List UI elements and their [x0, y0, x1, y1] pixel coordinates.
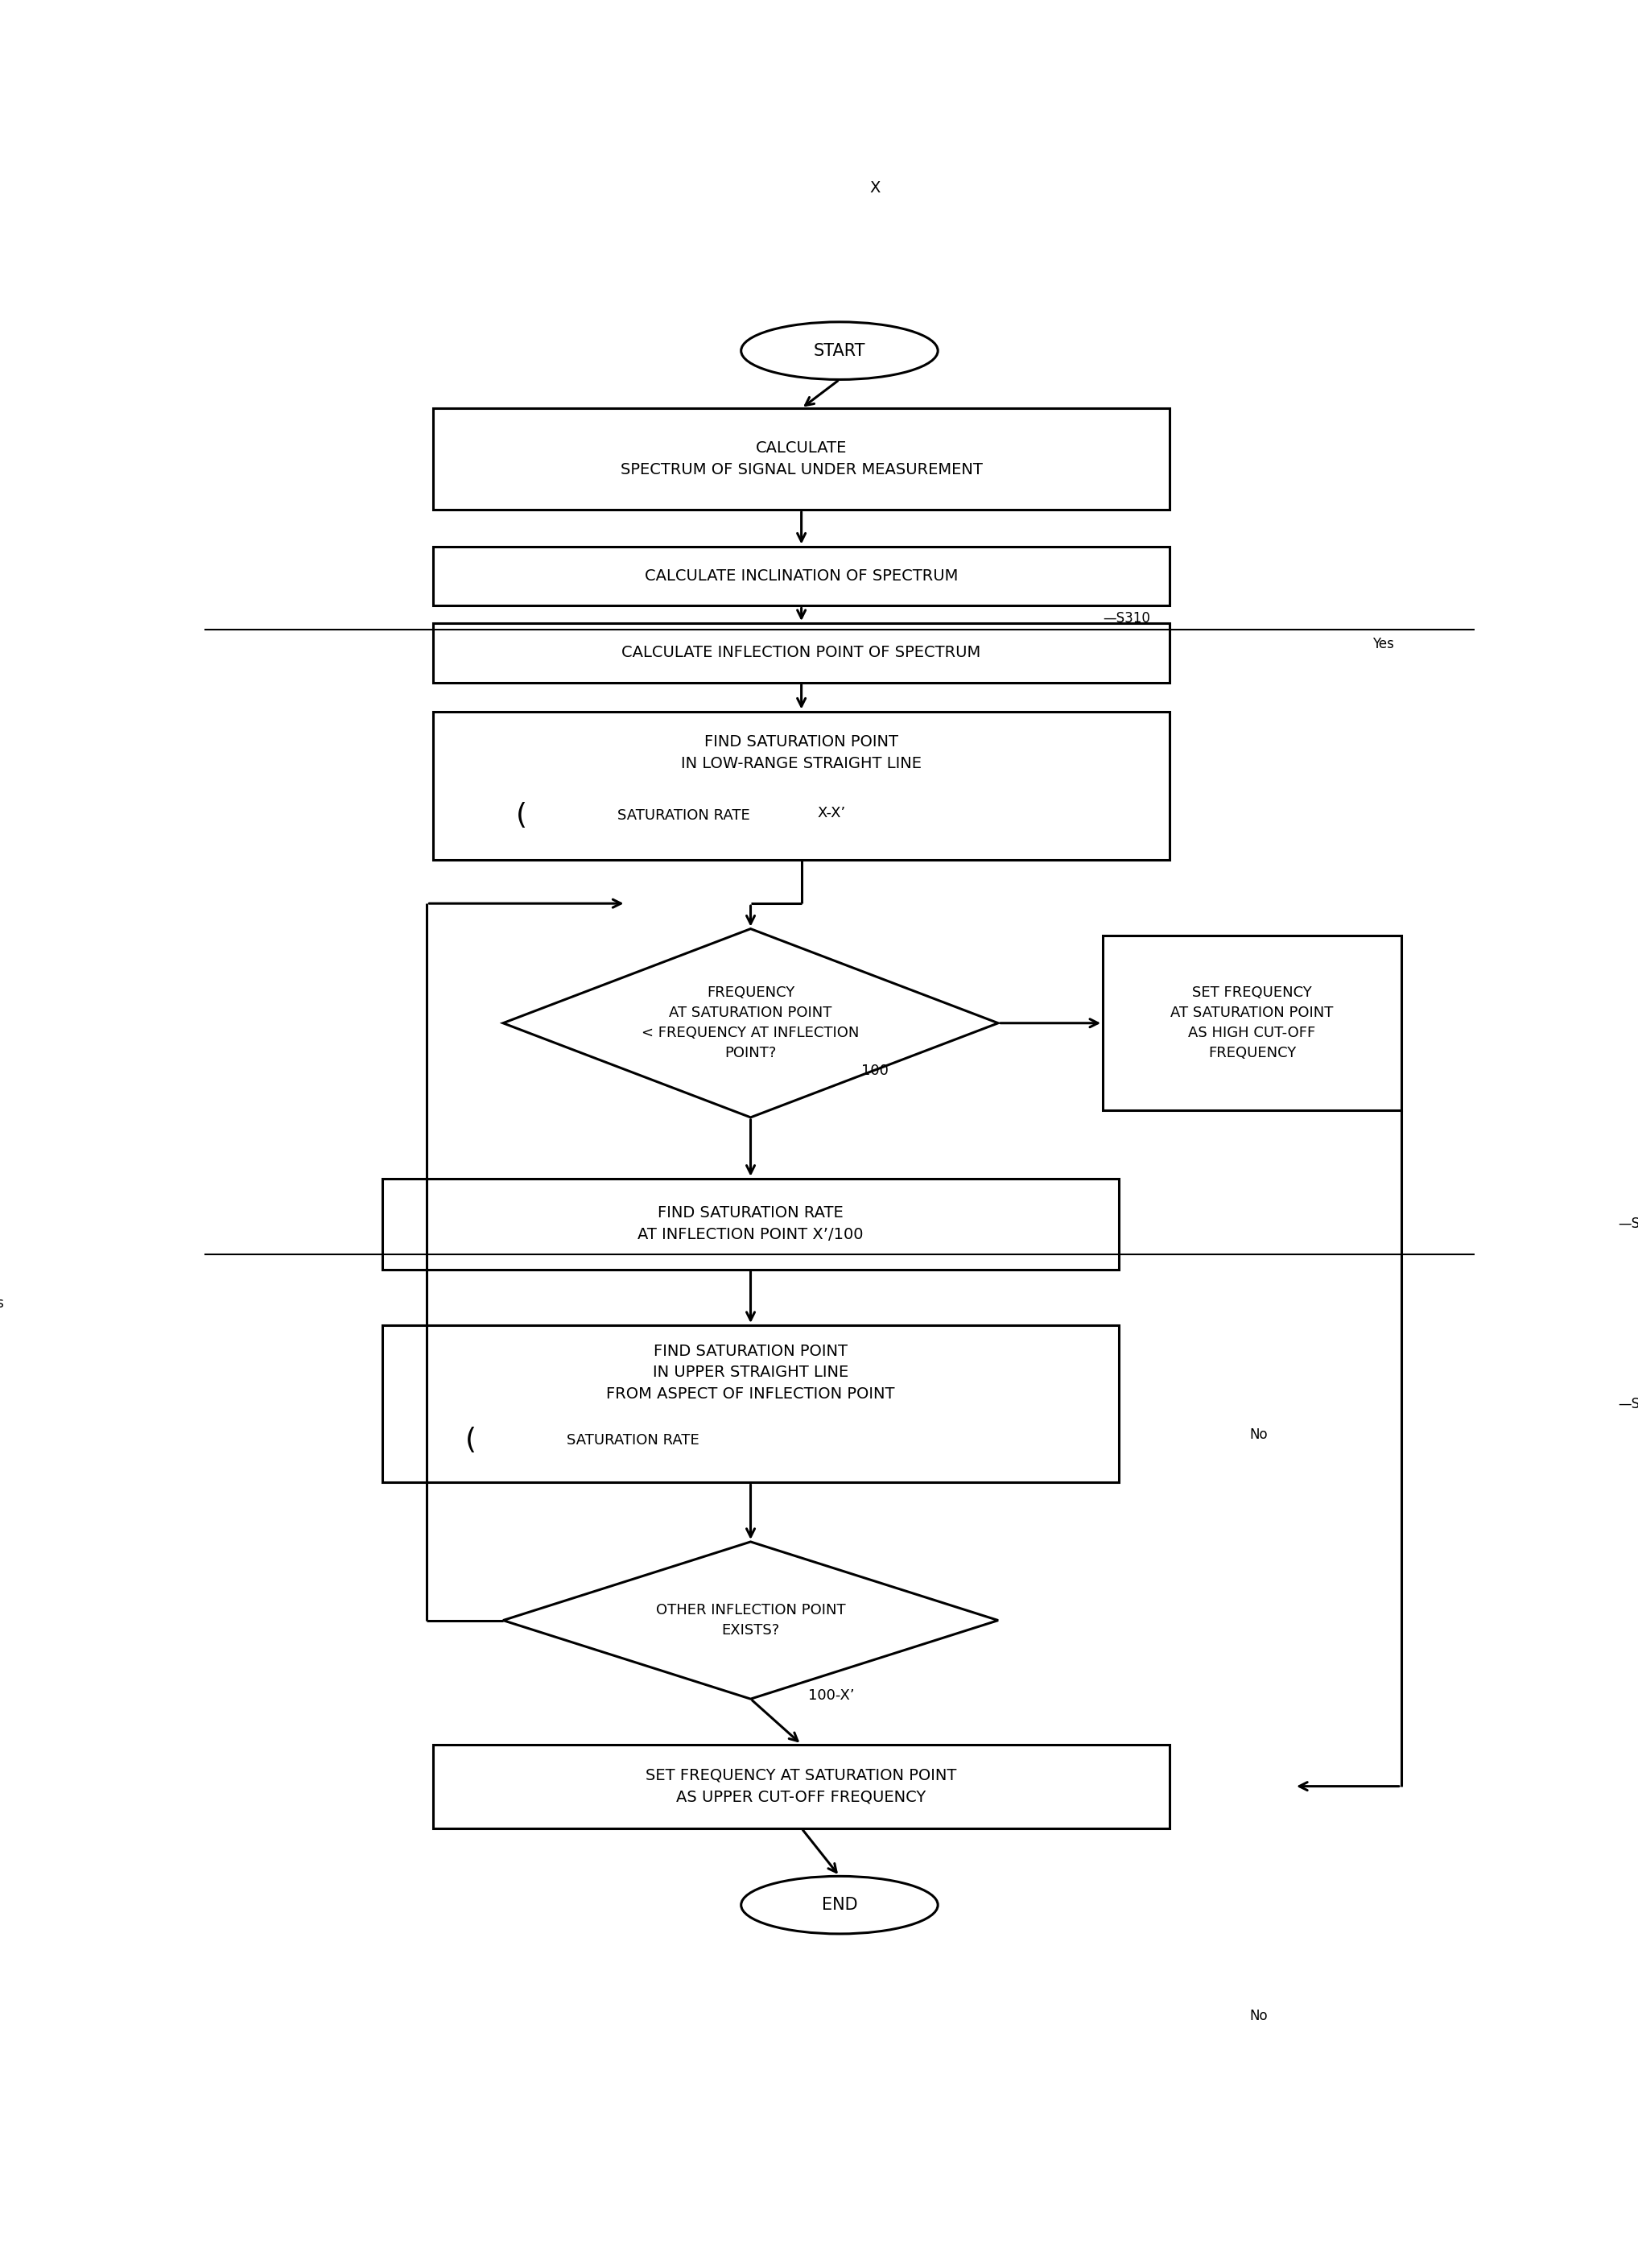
- Bar: [1102, 937, 1400, 1111]
- Bar: [432, 712, 1170, 860]
- Text: FREQUENCY
AT SATURATION POINT
< FREQUENCY AT INFLECTION
POINT?: FREQUENCY AT SATURATION POINT < FREQUENC…: [642, 987, 860, 1061]
- Text: CALCULATE
SPECTRUM OF SIGNAL UNDER MEASUREMENT: CALCULATE SPECTRUM OF SIGNAL UNDER MEASU…: [621, 440, 983, 476]
- Bar: [432, 547, 1170, 606]
- Text: —S312: —S312: [1618, 1216, 1638, 1232]
- Text: X-X’: X-X’: [817, 805, 845, 821]
- Ellipse shape: [740, 1876, 939, 1935]
- Text: SET FREQUENCY
AT SATURATION POINT
AS HIGH CUT-OFF
FREQUENCY: SET FREQUENCY AT SATURATION POINT AS HIG…: [1171, 987, 1333, 1061]
- Bar: [432, 408, 1170, 510]
- Text: FIND SATURATION POINT
IN LOW-RANGE STRAIGHT LINE: FIND SATURATION POINT IN LOW-RANGE STRAI…: [681, 735, 922, 771]
- Text: —S310: —S310: [1102, 612, 1150, 626]
- Polygon shape: [503, 1542, 998, 1699]
- Text: —S314: —S314: [1618, 1397, 1638, 1411]
- Text: FIND SATURATION POINT
IN UPPER STRAIGHT LINE
FROM ASPECT OF INFLECTION POINT: FIND SATURATION POINT IN UPPER STRAIGHT …: [606, 1343, 894, 1402]
- Text: 100: 100: [862, 1064, 889, 1077]
- Text: FIND SATURATION RATE
AT INFLECTION POINT X’/100: FIND SATURATION RATE AT INFLECTION POINT…: [637, 1207, 863, 1243]
- Text: 100-X’: 100-X’: [809, 1687, 855, 1703]
- Text: Yes: Yes: [0, 1295, 3, 1311]
- Text: SATURATION RATE: SATURATION RATE: [567, 1433, 699, 1447]
- Ellipse shape: [740, 322, 939, 379]
- Text: END: END: [822, 1896, 857, 1912]
- Bar: [383, 1325, 1119, 1483]
- Text: (: (: [465, 1427, 477, 1454]
- Text: No: No: [1250, 2009, 1268, 2023]
- Text: CALCULATE INFLECTION POINT OF SPECTRUM: CALCULATE INFLECTION POINT OF SPECTRUM: [622, 644, 981, 660]
- Text: X: X: [870, 179, 880, 195]
- Polygon shape: [503, 930, 998, 1118]
- Text: (: (: [516, 801, 527, 830]
- Text: SET FREQUENCY AT SATURATION POINT
AS UPPER CUT-OFF FREQUENCY: SET FREQUENCY AT SATURATION POINT AS UPP…: [645, 1769, 957, 1805]
- Bar: [432, 1744, 1170, 1828]
- Text: START: START: [814, 342, 865, 358]
- Text: CALCULATE INCLINATION OF SPECTRUM: CALCULATE INCLINATION OF SPECTRUM: [645, 569, 958, 583]
- Bar: [383, 1179, 1119, 1270]
- Text: OTHER INFLECTION POINT
EXISTS?: OTHER INFLECTION POINT EXISTS?: [655, 1603, 845, 1637]
- Text: No: No: [1250, 1427, 1268, 1442]
- Text: SATURATION RATE: SATURATION RATE: [618, 807, 750, 823]
- Bar: [432, 624, 1170, 683]
- Text: Yes: Yes: [1373, 637, 1394, 651]
